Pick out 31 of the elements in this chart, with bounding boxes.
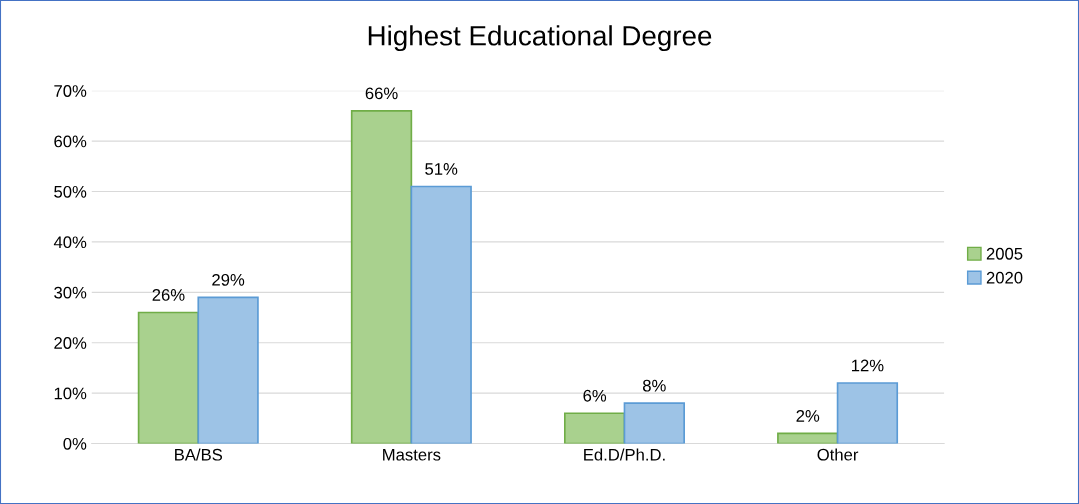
y-tick-label: 60% [54, 135, 87, 148]
y-tick-label: 0% [63, 437, 87, 450]
y-tick-label: 30% [54, 286, 87, 299]
data-label: 66% [365, 87, 398, 100]
bar [137, 311, 200, 444]
legend-label: 2020 [986, 271, 1023, 284]
x-tick-label: BA/BS [175, 448, 223, 461]
y-tick-label: 50% [54, 185, 87, 198]
bar [410, 185, 472, 444]
data-label: 12% [852, 359, 884, 372]
bar [563, 412, 626, 444]
x-tick-label: Masters [383, 448, 441, 461]
legend-label: 2005 [986, 247, 1023, 260]
data-label: 8% [642, 379, 666, 392]
chart-title: Highest Educational Degree [368, 25, 712, 52]
data-label: 51% [425, 163, 458, 175]
bar [623, 402, 685, 444]
y-tick-label: 10% [54, 387, 87, 400]
bar [350, 110, 413, 444]
bar [777, 432, 839, 444]
data-label: 2% [796, 410, 820, 422]
data-label: 6% [583, 389, 607, 402]
bar [836, 382, 899, 444]
y-tick-label: 70% [54, 85, 87, 97]
y-tick-label: 40% [53, 236, 87, 249]
data-label: 26% [152, 289, 185, 301]
y-tick-label: 20% [54, 337, 87, 349]
bar [197, 296, 259, 444]
data-label: 29% [212, 273, 245, 286]
x-tick-label: Ed.D/Ph.D. [584, 448, 665, 461]
x-tick-label: Other [817, 448, 859, 461]
